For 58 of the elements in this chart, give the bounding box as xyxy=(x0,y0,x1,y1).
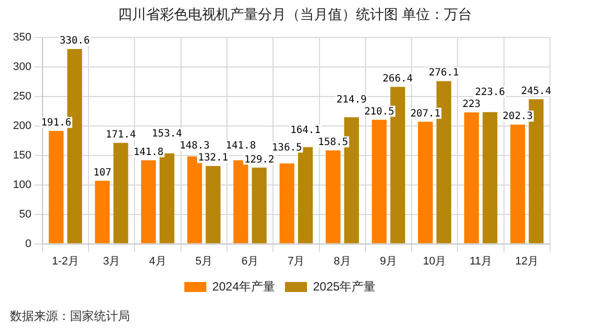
data-label: 223 xyxy=(462,99,481,110)
data-label: 148.3 xyxy=(180,140,210,152)
data-label: 330.6 xyxy=(60,36,90,47)
x-tick-label: 9月 xyxy=(380,255,398,268)
x-tick-label: 8月 xyxy=(334,255,351,268)
data-label: 164.1 xyxy=(290,125,320,136)
y-tick-label: 50 xyxy=(19,208,32,220)
x-tick-label: 10月 xyxy=(423,255,446,268)
data-label: 153.4 xyxy=(152,128,182,140)
data-label: 210.5 xyxy=(364,106,394,118)
y-tick-label: 150 xyxy=(12,149,32,162)
data-label: 136.5 xyxy=(272,142,302,154)
x-tick-label: 4月 xyxy=(149,255,166,268)
data-label: 214.9 xyxy=(336,94,367,106)
x-tick-label: 7月 xyxy=(288,255,305,268)
data-label: 245.4 xyxy=(521,86,552,97)
bar xyxy=(252,168,267,244)
bar xyxy=(48,130,64,244)
bar xyxy=(141,160,156,244)
y-tick-label: 300 xyxy=(12,61,32,74)
bar xyxy=(326,150,340,244)
bar xyxy=(482,112,498,244)
data-label: 107 xyxy=(93,167,112,178)
bar xyxy=(206,166,220,244)
data-label: 171.4 xyxy=(106,129,136,140)
bar xyxy=(94,180,110,244)
bar xyxy=(464,112,479,244)
x-tick-label: 6月 xyxy=(241,255,259,268)
y-tick-label: 200 xyxy=(12,120,32,132)
x-tick-label: 3月 xyxy=(103,255,120,268)
bar xyxy=(510,124,526,244)
data-label: 141.8 xyxy=(133,146,164,158)
data-label: 276.1 xyxy=(428,68,459,79)
x-tick-label: 12月 xyxy=(515,255,539,268)
chart-title: 四川省彩色电视机产量分月（当月值）统计图 单位：万台 xyxy=(116,6,474,24)
y-tick-label: 250 xyxy=(12,90,32,103)
source-note: 数据来源：国家统计局 xyxy=(10,308,130,325)
y-tick-label: 0 xyxy=(25,238,32,250)
data-label: 207.1 xyxy=(410,108,440,120)
data-label: 202.3 xyxy=(502,111,533,122)
x-tick-label: 5月 xyxy=(195,255,212,268)
bar xyxy=(113,142,128,244)
data-label: 129.2 xyxy=(244,154,274,166)
data-label: 158.5 xyxy=(318,137,348,148)
bar xyxy=(372,120,387,244)
x-tick-label: 1-2月 xyxy=(52,255,79,268)
data-label: 266.4 xyxy=(382,73,413,84)
data-label: 223.6 xyxy=(474,87,506,98)
legend-label: 2024年产量 xyxy=(212,279,276,294)
x-tick-label: 11月 xyxy=(470,255,492,268)
y-tick-label: 100 xyxy=(12,178,32,191)
bar xyxy=(418,122,433,244)
bar xyxy=(280,163,294,244)
y-tick-label: 350 xyxy=(12,32,32,44)
data-label: 191.6 xyxy=(41,118,72,129)
legend-label: 2025年产量 xyxy=(313,279,376,294)
data-label: 132.1 xyxy=(198,152,228,164)
data-label: 141.8 xyxy=(226,140,256,152)
